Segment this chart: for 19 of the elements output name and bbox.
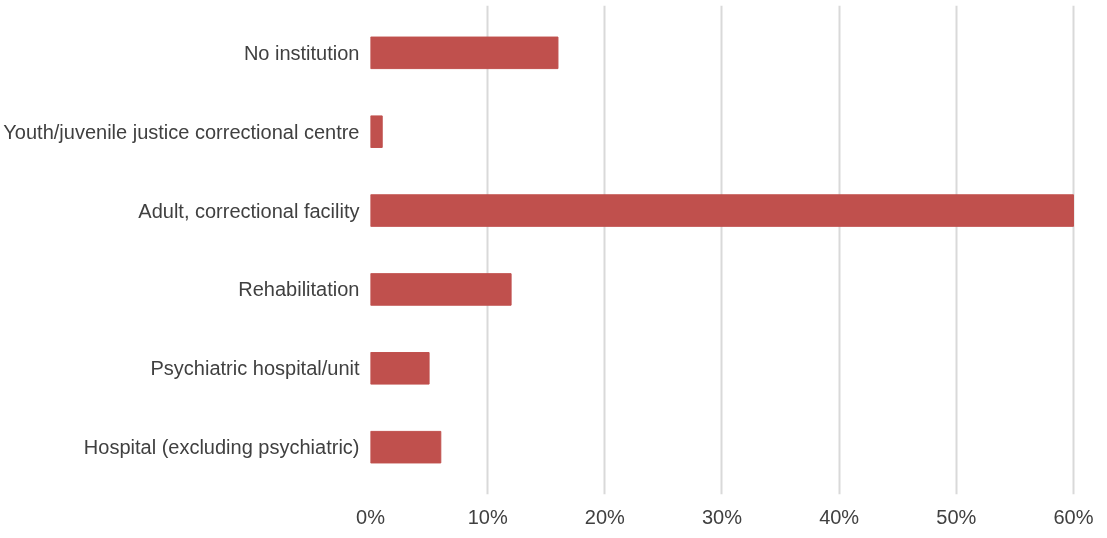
- y-tick-label: Hospital (excluding psychiatric): [83, 436, 360, 459]
- bar: [370, 273, 512, 306]
- bar: [370, 430, 442, 464]
- bar: [370, 194, 1074, 227]
- x-tick-label: 60%: [1053, 505, 1094, 528]
- y-tick-label: Rehabilitation: [238, 278, 360, 301]
- y-tick-label: Psychiatric hospital/unit: [150, 357, 360, 380]
- x-tick-label: 10%: [467, 505, 508, 528]
- bar: [370, 115, 383, 148]
- x-tick-label: 50%: [936, 505, 977, 528]
- x-tick-label: 0%: [356, 505, 386, 528]
- y-tick-label: No institution: [243, 41, 360, 64]
- bar: [370, 352, 430, 385]
- y-tick-label: Adult, correctional facility: [138, 199, 360, 222]
- y-tick-label: Youth/juvenile justice correctional centre: [3, 120, 360, 143]
- x-tick-label: 30%: [701, 505, 743, 528]
- x-tick-label: 40%: [819, 505, 860, 528]
- x-tick-label: 20%: [584, 505, 626, 528]
- bar: [370, 36, 559, 70]
